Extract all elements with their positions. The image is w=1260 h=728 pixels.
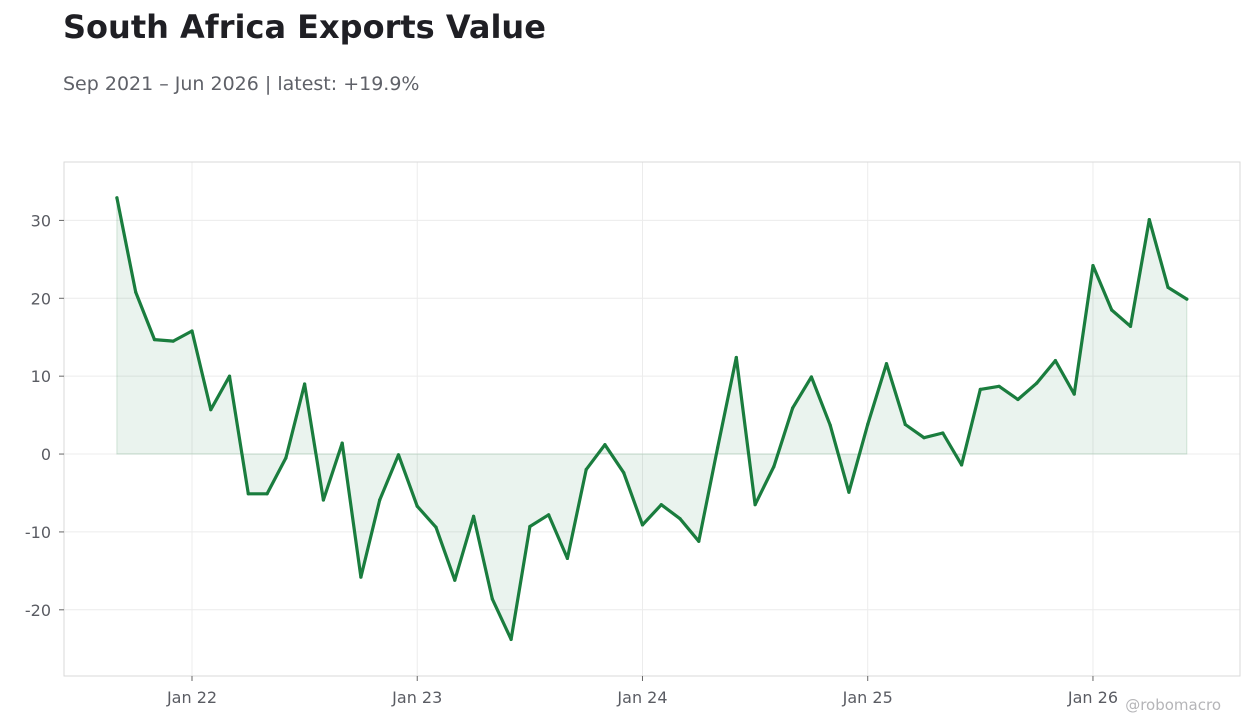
data-point xyxy=(471,514,476,518)
data-points xyxy=(115,196,1189,641)
plot-frame xyxy=(63,161,1241,677)
data-point xyxy=(565,556,570,561)
data-point xyxy=(959,463,964,467)
data-point xyxy=(791,406,795,410)
data-point xyxy=(1053,358,1058,363)
y-tick-label: -10 xyxy=(25,523,51,542)
data-point xyxy=(847,490,851,494)
chart-subtitle: Sep 2021 – Jun 2026 | latest: +19.9% xyxy=(63,73,420,95)
chart-title: South Africa Exports Value xyxy=(63,8,546,46)
x-axis-ticks: Jan 22 Jan 23 Jan 24 Jan 25 Jan 26 xyxy=(166,676,1118,707)
data-point xyxy=(453,578,457,582)
data-point xyxy=(1072,392,1076,396)
y-tick-label: -20 xyxy=(25,601,51,620)
watermark: @robomacro xyxy=(1125,696,1221,714)
y-tick-label: 10 xyxy=(31,367,51,386)
data-point xyxy=(809,375,814,379)
data-point xyxy=(265,492,269,496)
data-point xyxy=(434,525,438,529)
data-point xyxy=(303,382,307,386)
data-point xyxy=(134,290,138,294)
data-point xyxy=(828,423,832,427)
data-point xyxy=(753,503,757,507)
grid-lines xyxy=(64,162,1240,676)
data-point xyxy=(115,196,119,200)
data-point xyxy=(359,575,363,579)
x-tick-label: Jan 25 xyxy=(842,688,893,707)
data-point xyxy=(659,503,663,507)
data-point xyxy=(1035,381,1039,385)
data-point xyxy=(340,441,344,445)
data-point xyxy=(622,471,626,475)
x-tick-label: Jan 26 xyxy=(1067,688,1118,707)
data-point xyxy=(490,597,494,601)
data-point xyxy=(603,443,607,447)
data-point xyxy=(697,539,701,543)
data-point xyxy=(941,431,945,435)
data-point xyxy=(378,498,382,502)
data-point xyxy=(284,456,288,460)
data-point xyxy=(884,362,889,366)
data-point xyxy=(772,464,776,469)
data-point xyxy=(396,453,401,457)
data-point xyxy=(415,504,419,508)
data-point xyxy=(978,387,982,392)
data-point xyxy=(1128,324,1133,328)
data-point xyxy=(584,468,588,472)
y-tick-label: 30 xyxy=(31,211,51,230)
data-point xyxy=(715,446,720,450)
x-tick-label: Jan 22 xyxy=(166,688,217,707)
data-point xyxy=(678,517,682,521)
area-fill xyxy=(116,197,1188,642)
data-point xyxy=(866,422,870,427)
y-tick-label: 0 xyxy=(41,445,51,464)
data-point xyxy=(1091,263,1095,268)
data-point xyxy=(528,524,532,529)
data-point xyxy=(997,384,1001,388)
data-point xyxy=(1166,285,1170,289)
data-point xyxy=(246,492,250,496)
data-point xyxy=(190,329,194,333)
data-point xyxy=(1110,308,1114,312)
data-point xyxy=(734,355,738,360)
data-point xyxy=(321,498,325,502)
y-axis-ticks: 30 20 10 0 -10 -20 xyxy=(25,211,64,620)
data-point xyxy=(1185,297,1189,301)
data-point xyxy=(1016,397,1020,402)
data-point xyxy=(209,408,213,412)
data-point xyxy=(1147,218,1151,222)
data-point xyxy=(509,637,513,641)
data-point xyxy=(152,337,157,342)
data-point xyxy=(227,374,232,378)
data-point xyxy=(922,436,926,440)
x-tick-label: Jan 24 xyxy=(616,688,667,707)
series-line xyxy=(115,196,1189,641)
data-point xyxy=(171,339,175,343)
data-point xyxy=(640,523,645,527)
x-tick-label: Jan 23 xyxy=(391,688,442,707)
data-point xyxy=(903,422,907,427)
data-point xyxy=(547,513,551,517)
y-tick-label: 20 xyxy=(31,289,51,308)
